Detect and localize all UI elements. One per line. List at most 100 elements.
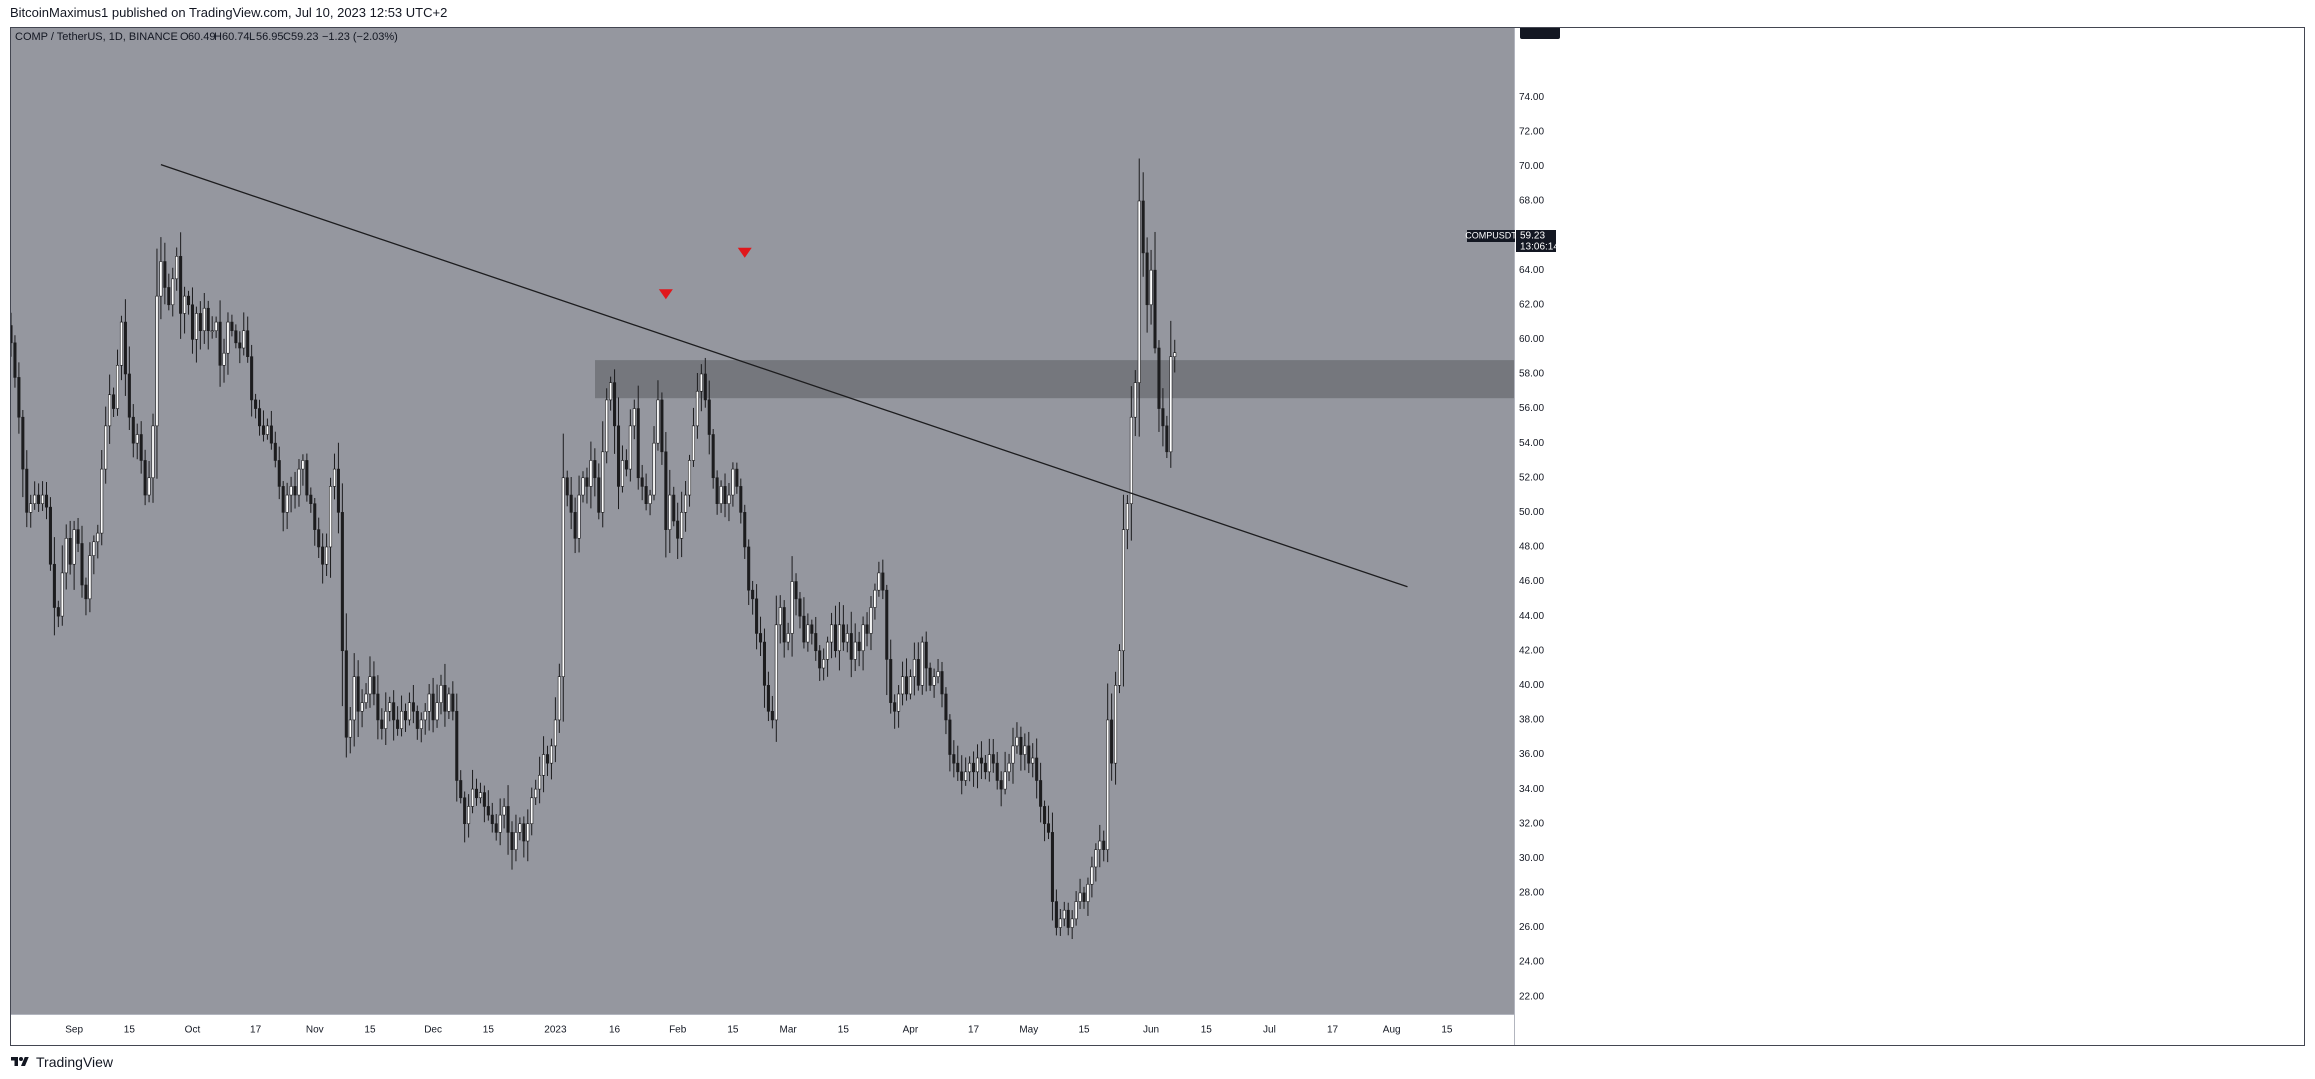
y-tick-label: 70.00 [1519,161,1544,172]
candle-down [254,399,258,409]
candle-down [723,486,727,505]
candle-up [332,468,337,487]
candle-down [983,762,987,773]
candle-up [1003,771,1007,790]
top-right-badge[interactable] [1520,28,1560,39]
candle-down [321,546,325,565]
candle-up [194,313,198,340]
candle-down [131,416,135,444]
candle-up [549,745,553,764]
y-tick-label: 36.00 [1519,749,1544,760]
y-tick-label: 22.00 [1519,991,1544,1002]
candle-down [372,676,376,695]
candle-down [179,256,183,314]
x-tick-label: Dec [424,1025,442,1036]
candle-down [1035,757,1039,781]
candle-up [1023,745,1027,755]
candle-up [285,494,289,513]
candle-up [1125,503,1129,530]
candle-up [159,261,163,297]
candle-up [774,624,778,721]
candle-up [329,486,333,548]
candle-down [84,584,88,600]
y-tick-label: 54.00 [1519,438,1544,449]
y-tick-label: 46.00 [1519,576,1544,587]
candle-down [143,460,147,496]
plot-background[interactable] [11,28,1514,1014]
candle-up [1078,892,1082,902]
candle-up [222,352,226,366]
candle-up [1114,685,1118,764]
candle-down [948,719,952,755]
candle-down [893,702,897,712]
candle-up [498,814,502,833]
candlestick-chart[interactable]: 22.00 24.00 26.00 28.00 30.00 32.00 34.00 36.00… [11,28,2304,1045]
candle-up [514,832,518,850]
candle-down [403,710,408,721]
candle-up [439,685,443,703]
candle-down [972,762,976,773]
candle-down [1145,252,1149,306]
candle-up [628,425,632,470]
candle-down [68,537,72,565]
price-axis-background[interactable] [1515,28,2304,1045]
candle-up [699,373,703,392]
candle-down [885,589,889,660]
candle-up [325,546,329,565]
candle-up [104,425,108,470]
candle-up [869,607,873,634]
candle-down [1141,200,1145,254]
candle-up [530,797,534,825]
candle-up [1070,918,1074,928]
tradingview-footer[interactable]: TradingView [10,1052,113,1072]
candle-up [1106,719,1110,850]
candle-down [76,529,80,544]
candle-down [11,325,13,344]
candle-down [415,710,419,729]
candle-down [25,468,29,513]
candle-down [56,607,60,617]
candle-down [802,615,806,643]
candle-up [845,633,849,643]
x-tick-label: Apr [903,1025,919,1036]
candle-up [652,442,656,496]
x-tick-label: Mar [780,1025,798,1036]
candle-up [1169,356,1173,453]
candle-up [553,719,557,747]
candle-down [344,650,348,738]
candle-down [1153,269,1157,349]
candle-up [687,460,692,496]
candle-down [238,342,242,349]
candle-down [999,780,1003,790]
candle-up [648,494,652,505]
candle-up [1121,529,1125,652]
candle-up [33,494,37,505]
candle-down [246,330,250,357]
candle-down [510,832,514,850]
candle-up [526,823,530,842]
candle-down [857,641,861,652]
candle-up [968,762,972,773]
candle-up [214,321,218,332]
candle-down [1165,425,1169,453]
candle-down [664,451,668,530]
candle-up [691,425,695,461]
candle-down [317,529,321,548]
candle-up [601,451,605,513]
candle-up [471,788,475,807]
candle-down [616,425,621,487]
time-axis-background[interactable] [11,1015,1515,1045]
candle-up [542,754,546,776]
ohlc-open-label: O [180,31,189,43]
candle-down [991,754,995,764]
x-tick-label: 15 [124,1025,136,1036]
candle-down [960,771,964,781]
x-tick-label: 15 [483,1025,495,1036]
ohlc-close-label: C [283,31,291,43]
chart-panel[interactable]: 22.00 24.00 26.00 28.00 30.00 32.00 34.00 36.00… [10,27,2305,1046]
candle-down [506,806,510,833]
x-tick-label: 16 [609,1025,621,1036]
y-tick-label: 50.00 [1519,507,1544,518]
y-tick-label: 28.00 [1519,888,1544,899]
candle-down [123,321,127,375]
